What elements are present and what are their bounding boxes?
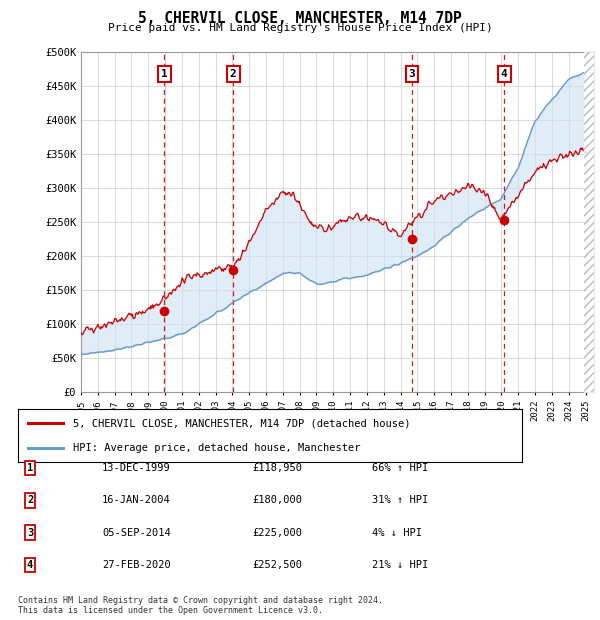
Text: 66% ↑ HPI: 66% ↑ HPI [372, 463, 428, 473]
Text: £252,500: £252,500 [252, 560, 302, 570]
Text: 1: 1 [27, 463, 33, 473]
Text: £118,950: £118,950 [252, 463, 302, 473]
Text: HPI: Average price, detached house, Manchester: HPI: Average price, detached house, Manc… [73, 443, 361, 453]
Bar [584, 52, 594, 392]
Text: 21% ↓ HPI: 21% ↓ HPI [372, 560, 428, 570]
Text: 3: 3 [27, 528, 33, 538]
Text: 13-DEC-1999: 13-DEC-1999 [102, 463, 171, 473]
Text: £225,000: £225,000 [252, 528, 302, 538]
Text: 2: 2 [27, 495, 33, 505]
Text: 27-FEB-2020: 27-FEB-2020 [102, 560, 171, 570]
Text: 2: 2 [230, 69, 236, 79]
Text: 4: 4 [27, 560, 33, 570]
Text: Contains HM Land Registry data © Crown copyright and database right 2024.
This d: Contains HM Land Registry data © Crown c… [18, 596, 383, 615]
Text: Price paid vs. HM Land Registry's House Price Index (HPI): Price paid vs. HM Land Registry's House … [107, 23, 493, 33]
Text: 4% ↓ HPI: 4% ↓ HPI [372, 528, 422, 538]
Text: £180,000: £180,000 [252, 495, 302, 505]
Text: 1: 1 [161, 69, 167, 79]
Text: 5, CHERVIL CLOSE, MANCHESTER, M14 7DP (detached house): 5, CHERVIL CLOSE, MANCHESTER, M14 7DP (d… [73, 418, 411, 428]
Text: 3: 3 [409, 69, 415, 79]
Text: 16-JAN-2004: 16-JAN-2004 [102, 495, 171, 505]
Text: 4: 4 [501, 69, 508, 79]
Text: 05-SEP-2014: 05-SEP-2014 [102, 528, 171, 538]
Text: 31% ↑ HPI: 31% ↑ HPI [372, 495, 428, 505]
Text: 5, CHERVIL CLOSE, MANCHESTER, M14 7DP: 5, CHERVIL CLOSE, MANCHESTER, M14 7DP [138, 11, 462, 25]
